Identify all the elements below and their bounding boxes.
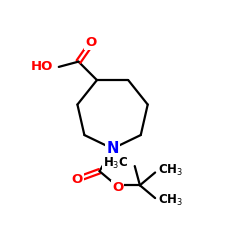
Text: CH$_3$: CH$_3$: [158, 192, 183, 208]
Text: O: O: [72, 173, 83, 186]
Text: O: O: [85, 36, 96, 49]
Text: HO: HO: [31, 60, 53, 73]
Text: O: O: [112, 181, 123, 194]
Text: N: N: [106, 141, 119, 156]
Text: H$_3$C: H$_3$C: [103, 156, 128, 171]
Text: CH$_3$: CH$_3$: [158, 162, 183, 178]
